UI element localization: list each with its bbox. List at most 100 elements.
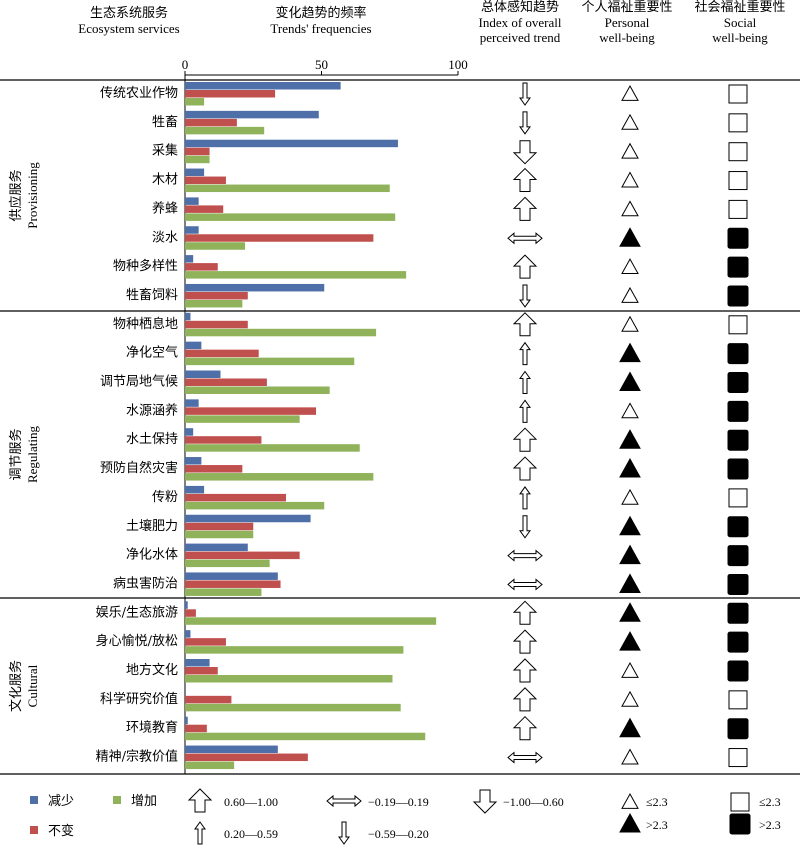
personal-triangle-filled: [619, 515, 641, 536]
legend-trend-neutral: [326, 794, 362, 808]
bar-increase: [185, 98, 205, 106]
social-square-filled: [727, 573, 749, 595]
social-square-filled: [727, 256, 749, 278]
bar-unchanged: [185, 724, 207, 733]
header-trend: 总体感知趋势 Index of overall perceived trend: [460, 0, 580, 45]
bar-decrease: [185, 82, 341, 90]
personal-triangle-hollow: [621, 315, 639, 332]
social-square-hollow: [728, 113, 748, 133]
social-square-hollow: [728, 488, 748, 508]
header-personal-en2: well-being: [599, 30, 655, 45]
bar-unchanged: [185, 465, 243, 473]
trend-arrow-up-large: [512, 687, 538, 712]
header-freq-en: Trends' frequencies: [270, 21, 372, 36]
personal-triangle-filled: [619, 429, 641, 449]
social-square-filled: [727, 227, 749, 249]
bar-increase: [185, 732, 426, 741]
category-label: 病虫害防治: [113, 575, 178, 591]
social-square-hollow: [728, 315, 748, 335]
social-square-hollow: [728, 748, 748, 768]
legend-label-trend-down-large: −1.00—0.60: [503, 795, 564, 809]
bar-decrease: [185, 659, 210, 667]
personal-triangle-hollow: [621, 748, 639, 765]
trend-arrow-down-small: [519, 111, 531, 135]
bar-increase: [185, 242, 246, 250]
bar-increase: [185, 617, 437, 625]
category-label: 地方文化: [126, 662, 178, 678]
personal-triangle-hollow: [621, 690, 639, 707]
personal-triangle-filled: [619, 227, 641, 247]
legend-triangle-filled: [619, 812, 641, 833]
bar-increase: [185, 473, 374, 481]
social-square-filled: [727, 400, 749, 422]
trend-arrow-down-small: [519, 284, 531, 308]
category-label: 净化空气: [126, 345, 178, 361]
bar-decrease: [185, 485, 205, 494]
social-square-filled: [727, 372, 749, 393]
bar-decrease: [185, 514, 311, 523]
category-label: 科学研究价值: [100, 691, 178, 707]
trend-arrow-neutral: [507, 549, 543, 562]
trend-arrow-up-small: [519, 486, 531, 510]
trend-arrow-down-large: [512, 140, 538, 165]
category-label: 物种栖息地: [113, 316, 178, 332]
bar-increase: [185, 444, 360, 452]
personal-triangle-hollow: [621, 84, 639, 101]
category-label: 水源涵养: [126, 402, 178, 418]
social-square-filled: [727, 660, 749, 682]
social-square-filled: [727, 429, 749, 451]
social-square-hollow: [728, 84, 748, 104]
bar-increase: [185, 761, 235, 770]
legend-square-filled: [729, 813, 751, 835]
header-services-en: Ecosystem services: [78, 21, 180, 36]
legend-trend-down-small: [338, 821, 350, 845]
category-label: 采集: [152, 143, 178, 159]
personal-triangle-filled: [619, 717, 641, 738]
personal-triangle-hollow: [621, 200, 639, 217]
category-label: 物种多样性: [113, 258, 178, 274]
group-label-cn: 调节服务: [8, 428, 24, 480]
trend-arrow-neutral: [507, 232, 543, 245]
category-label: 水土保持: [126, 432, 178, 447]
category-label: 土壤肥力: [126, 518, 178, 534]
trend-arrow-up-large: [512, 600, 538, 625]
bar-unchanged: [185, 436, 262, 444]
bar-decrease: [185, 630, 191, 638]
bar-unchanged: [185, 695, 232, 704]
legend-swatch-decrease: [30, 796, 38, 804]
x-tick-label: 50: [315, 57, 328, 72]
bar-unchanged: [185, 580, 281, 588]
social-square-hollow: [728, 171, 748, 191]
bar-decrease: [185, 341, 202, 350]
social-square-hollow: [728, 142, 748, 162]
bar-increase: [185, 126, 265, 135]
social-square-filled: [727, 631, 749, 653]
legend-label-tri-low: ≤2.3: [646, 795, 668, 809]
category-label: 调节局地气候: [100, 374, 178, 390]
bar-unchanged: [185, 263, 218, 271]
social-square-filled: [727, 718, 749, 740]
legend-trend-up-large: [187, 788, 213, 813]
social-square-filled: [727, 458, 749, 480]
category-label: 传统农业作物: [100, 86, 178, 101]
personal-triangle-hollow: [621, 258, 639, 274]
bar-increase: [185, 299, 243, 308]
legend-label-trend-neutral: −0.19—0.19: [368, 795, 429, 809]
category-label: 传粉: [152, 490, 178, 505]
x-tick-label: 100: [448, 57, 468, 72]
social-square-filled: [727, 545, 749, 567]
bar-decrease: [185, 255, 194, 263]
header-social-en1: Social: [723, 15, 757, 30]
header-social-en2: well-being: [712, 30, 768, 45]
bar-unchanged: [185, 291, 248, 300]
header-personal: 个人福祉重要性 Personal well-being: [572, 0, 682, 45]
bar-increase: [185, 703, 401, 712]
bar-unchanged: [185, 147, 210, 156]
header-trend-en2: perceived trend: [479, 30, 561, 45]
legend-label-trend-up-large: 0.60—1.00: [224, 795, 278, 809]
bar-unchanged: [185, 176, 226, 185]
bar-decrease: [185, 283, 325, 292]
group-label-en: Provisioning: [25, 162, 40, 229]
